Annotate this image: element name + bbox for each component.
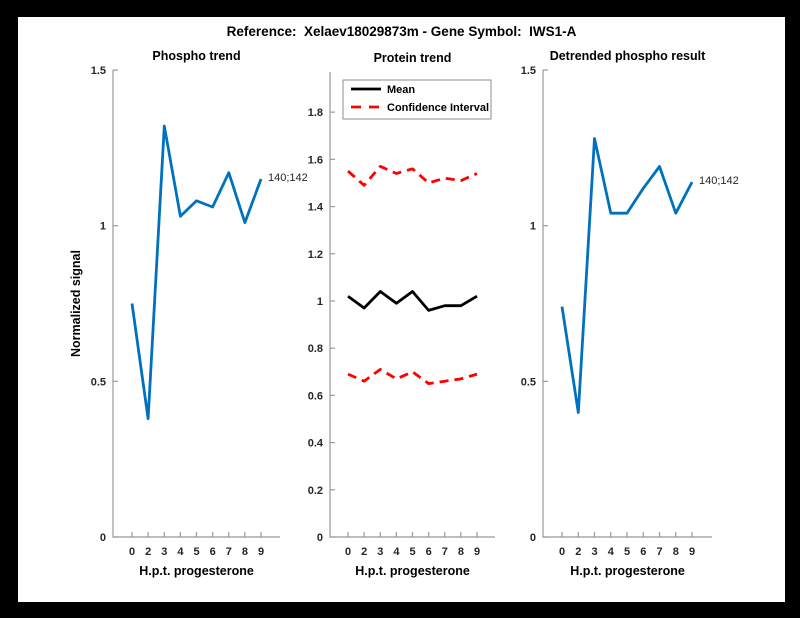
x-tick-label: 2 bbox=[575, 546, 581, 558]
x-tick-label: 5 bbox=[409, 546, 415, 558]
x-tick-label: 8 bbox=[458, 546, 464, 558]
x-tick-label: 3 bbox=[377, 546, 383, 558]
x-tick-label: 4 bbox=[608, 546, 615, 558]
series-line-detrended-phospho-signal bbox=[560, 137, 694, 414]
x-tick-label: 3 bbox=[591, 546, 597, 558]
x-tick-label: 6 bbox=[426, 546, 432, 558]
x-tick-label: 9 bbox=[258, 546, 264, 558]
x-tick-label: 6 bbox=[210, 546, 216, 558]
x-tick-label: 7 bbox=[656, 546, 662, 558]
y-tick-label: 1 bbox=[530, 221, 536, 233]
y-tick-label: 0.8 bbox=[308, 343, 323, 355]
series-line-phospho-signal bbox=[130, 124, 263, 421]
x-tick-label: 8 bbox=[673, 546, 679, 558]
x-tick-label: 9 bbox=[474, 546, 480, 558]
y-tick-label: 1.4 bbox=[308, 202, 324, 214]
series-line-confidence-interval-lower bbox=[347, 367, 478, 386]
x-axis-label: H.p.t. progesterone bbox=[570, 564, 685, 578]
legend-label: Mean bbox=[387, 84, 415, 96]
y-tick-label: 0 bbox=[317, 532, 323, 544]
x-tick-label: 3 bbox=[161, 546, 167, 558]
y-tick-label: 0 bbox=[530, 532, 536, 544]
y-tick-label: 0.6 bbox=[308, 390, 323, 402]
x-tick-label: 4 bbox=[393, 546, 400, 558]
subplot-title: Detrended phospho result bbox=[550, 49, 706, 63]
axis-spines bbox=[329, 72, 495, 538]
x-tick-label: 8 bbox=[242, 546, 248, 558]
y-tick-label: 0.5 bbox=[91, 376, 106, 388]
subplot-title: Protein trend bbox=[374, 51, 452, 65]
x-axis-label: H.p.t. progesterone bbox=[139, 564, 254, 578]
y-tick-label: 0.4 bbox=[308, 438, 324, 450]
y-tick-label: 1.5 bbox=[91, 65, 106, 77]
x-axis-label: H.p.t. progesterone bbox=[355, 564, 470, 578]
y-tick-label: 0.5 bbox=[521, 376, 536, 388]
y-tick-label: 1.8 bbox=[308, 107, 323, 119]
x-tick-label: 0 bbox=[345, 546, 351, 558]
x-tick-label: 0 bbox=[559, 546, 565, 558]
y-tick-label: 1 bbox=[317, 296, 323, 308]
x-tick-label: 7 bbox=[442, 546, 448, 558]
figure-title: Reference: Xelaev18029873m - Gene Symbol… bbox=[226, 24, 577, 39]
series-line-mean bbox=[347, 290, 478, 312]
figure-canvas: Reference: Xelaev18029873m - Gene Symbol… bbox=[18, 17, 785, 602]
y-tick-label: 1.5 bbox=[521, 65, 536, 77]
endpoint-annotation: 140;142 bbox=[268, 172, 308, 184]
y-tick-label: 1.2 bbox=[308, 249, 323, 261]
legend-label: Confidence Interval bbox=[387, 102, 489, 114]
x-tick-label: 6 bbox=[640, 546, 646, 558]
x-tick-label: 2 bbox=[145, 546, 151, 558]
y-tick-label: 1.6 bbox=[308, 154, 323, 166]
y-axis-label: Normalized signal bbox=[69, 250, 83, 357]
endpoint-annotation: 140;142 bbox=[699, 175, 739, 187]
x-tick-label: 0 bbox=[129, 546, 135, 558]
x-tick-label: 7 bbox=[226, 546, 232, 558]
series-line-confidence-interval-upper bbox=[347, 164, 478, 187]
x-tick-label: 5 bbox=[624, 546, 630, 558]
x-tick-label: 5 bbox=[193, 546, 199, 558]
legend: Mean Confidence Interval bbox=[342, 79, 492, 120]
subplot-title: Phospho trend bbox=[152, 49, 240, 63]
x-tick-label: 2 bbox=[361, 546, 367, 558]
y-tick-label: 0.2 bbox=[308, 485, 323, 497]
y-tick-label: 0 bbox=[100, 532, 106, 544]
subplot-protein-trend: 0 2 3 4 5 6 7 8 900.20.40.60.811.21.41.61.8Prote… bbox=[308, 51, 495, 578]
axis-spines bbox=[542, 70, 712, 538]
y-tick-label: 1 bbox=[100, 221, 106, 233]
x-tick-label: 4 bbox=[177, 546, 184, 558]
legend-box bbox=[342, 79, 492, 120]
x-tick-label: 9 bbox=[689, 546, 695, 558]
axis-spines bbox=[112, 70, 280, 538]
